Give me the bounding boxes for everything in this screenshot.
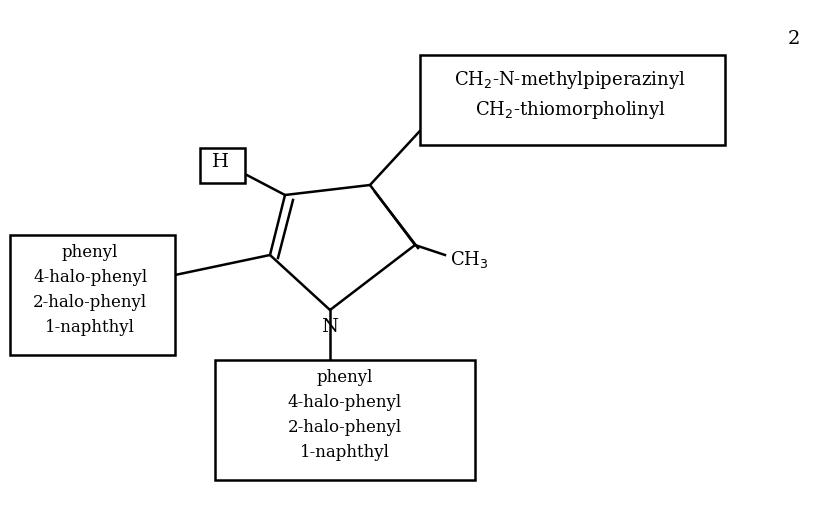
FancyBboxPatch shape — [200, 148, 245, 183]
FancyBboxPatch shape — [215, 360, 475, 480]
Text: 2: 2 — [788, 30, 800, 48]
Text: H: H — [211, 153, 229, 171]
FancyBboxPatch shape — [420, 55, 725, 145]
FancyBboxPatch shape — [10, 235, 175, 355]
Text: CH$_3$: CH$_3$ — [450, 249, 489, 270]
Text: N: N — [321, 318, 339, 336]
Text: phenyl
4-halo-phenyl
2-halo-phenyl
1-naphthyl: phenyl 4-halo-phenyl 2-halo-phenyl 1-nap… — [288, 369, 402, 461]
Text: CH$_2$-N-methylpiperazinyl
CH$_2$-thiomorpholinyl: CH$_2$-N-methylpiperazinyl CH$_2$-thiomo… — [454, 69, 686, 121]
Text: phenyl
4-halo-phenyl
2-halo-phenyl
1-naphthyl: phenyl 4-halo-phenyl 2-halo-phenyl 1-nap… — [33, 244, 147, 336]
